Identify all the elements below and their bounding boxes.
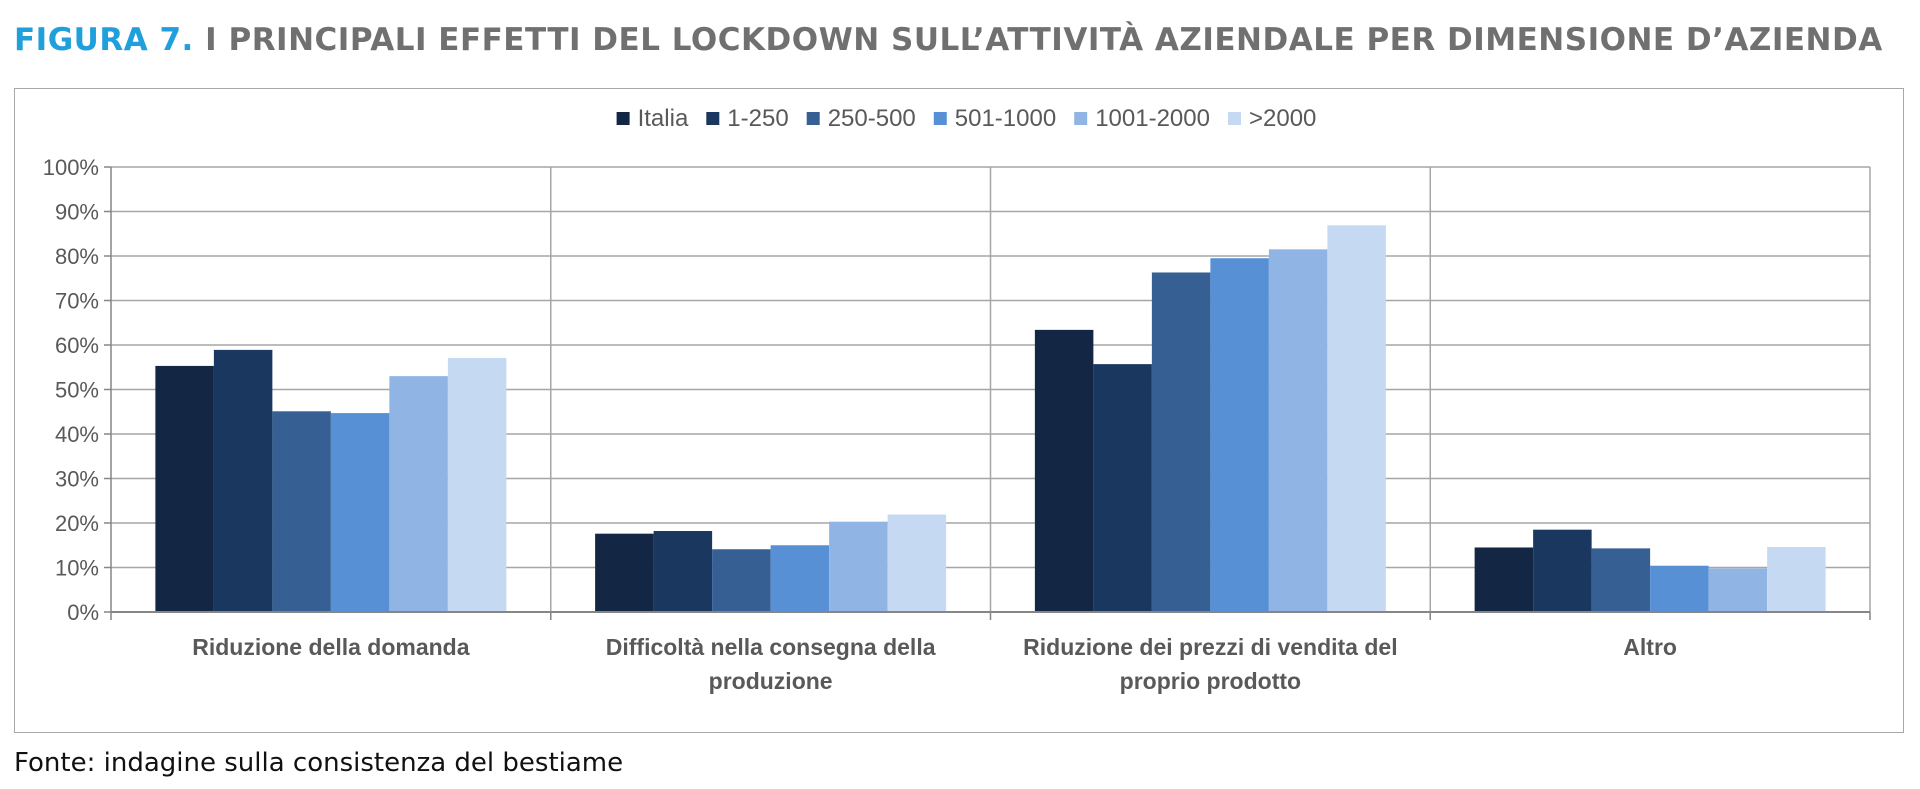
y-tick-label: 70% — [55, 289, 99, 314]
bar — [595, 533, 654, 612]
bar — [1093, 364, 1152, 612]
y-tick-label: 90% — [55, 200, 99, 225]
y-tick-label: 40% — [55, 422, 99, 447]
legend-swatch — [806, 112, 820, 125]
legend-label: 501-1000 — [955, 105, 1056, 132]
x-category-label: Altro — [1623, 634, 1677, 660]
bar — [887, 514, 947, 612]
x-category-label: Riduzione della domanda — [192, 634, 470, 660]
y-tick-label: 60% — [55, 333, 99, 358]
y-tick-label: 0% — [67, 600, 99, 625]
bar — [1268, 249, 1328, 612]
legend-swatch — [1074, 112, 1088, 125]
bar — [1591, 548, 1651, 612]
chart-frame: 0% 10% 20% 30% 40% 50% 60% 70% 80% 90% 100% Riduzio… — [14, 88, 1904, 733]
bar — [1474, 547, 1534, 612]
legend: Italia 1-250 250-500 501-1000 1001-2000 >2000 — [616, 105, 1316, 132]
bar-chart: 0% 10% 20% 30% 40% 50% 60% 70% 80% 90% 100% Riduzio… — [43, 105, 1871, 694]
legend-swatch — [616, 112, 630, 125]
figure-number: FIGURA 7. — [14, 22, 194, 58]
bars — [155, 225, 1826, 613]
legend-swatch — [933, 112, 947, 125]
legend-label: 1001-2000 — [1095, 105, 1210, 132]
x-category-label: Riduzione dei prezzi di vendita del propr… — [1023, 634, 1397, 694]
bar — [330, 413, 390, 612]
bar — [1327, 225, 1386, 613]
legend-label: 1-250 — [727, 105, 788, 132]
legend-label: 250-500 — [828, 105, 916, 132]
figure-title: FIGURA 7. I PRINCIPALI EFFETTI DEL LOCKD… — [14, 22, 1883, 58]
source-note: Fonte: indagine sulla consistenza del be… — [14, 748, 624, 778]
bar — [272, 411, 331, 612]
y-tick-label: 100% — [43, 155, 99, 180]
legend-swatch — [1227, 112, 1241, 125]
bar — [712, 549, 771, 612]
bar — [1767, 547, 1826, 612]
legend-label: >2000 — [1249, 105, 1316, 132]
bar — [447, 357, 507, 612]
y-tick-label: 30% — [55, 467, 99, 492]
bar — [770, 545, 830, 612]
bar — [1708, 568, 1768, 612]
y-tick-label: 50% — [55, 378, 99, 403]
bar — [653, 531, 713, 612]
bar — [1151, 272, 1211, 612]
bar — [829, 521, 888, 612]
legend-swatch — [706, 112, 720, 125]
y-tick-label: 20% — [55, 511, 99, 536]
figure-title-text: I PRINCIPALI EFFETTI DEL LOCKDOWN SULL’A… — [205, 22, 1883, 58]
bar — [1650, 565, 1709, 612]
x-category-label: Difficoltà nella consegna della produzion… — [606, 634, 936, 694]
y-tick-label: 80% — [55, 244, 99, 269]
bar — [155, 365, 214, 612]
y-tick-label: 10% — [55, 556, 99, 581]
bar — [213, 349, 273, 612]
legend-label: Italia — [638, 105, 689, 132]
bar — [389, 376, 448, 612]
bar — [1533, 529, 1592, 612]
bar — [1210, 258, 1269, 612]
axes: 0% 10% 20% 30% 40% 50% 60% 70% 80% 90% 100% Riduzio… — [43, 155, 1871, 694]
bar — [1034, 329, 1094, 612]
